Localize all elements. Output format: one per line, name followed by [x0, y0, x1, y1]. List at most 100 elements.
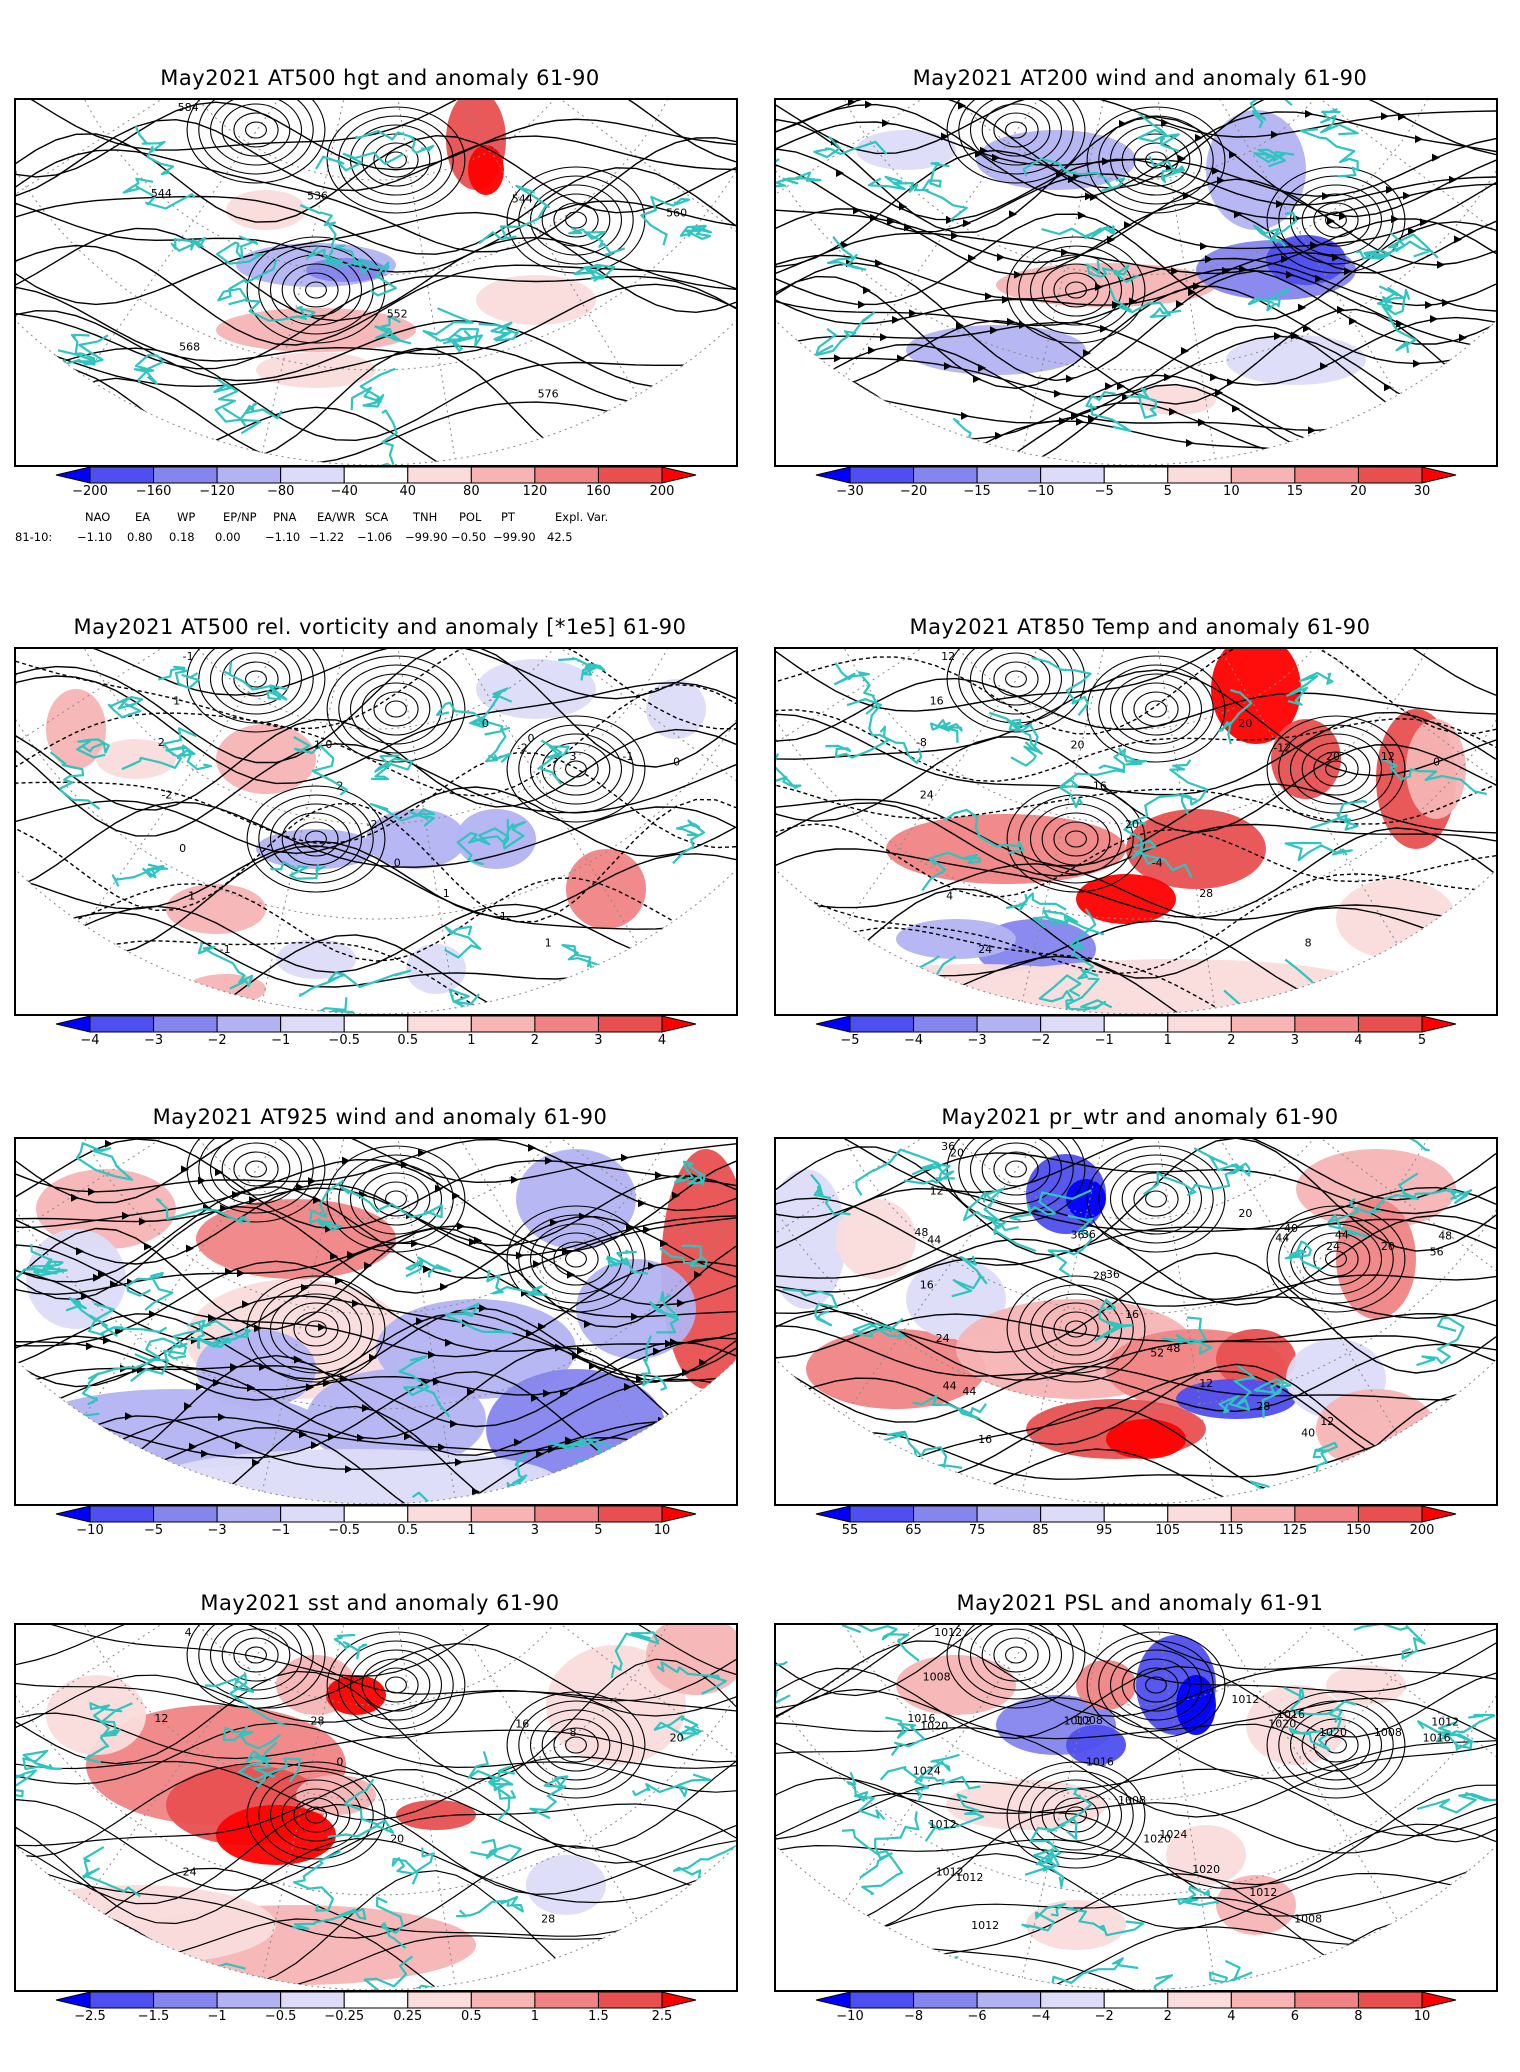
colorbar-tick-label: −2.5 [74, 2009, 106, 2024]
colorbar-segment [343, 1991, 409, 2009]
closed-contour [1109, 1649, 1203, 1721]
anomaly-shading [1106, 1419, 1186, 1459]
closed-contour [349, 124, 443, 196]
flow-arrowhead [1210, 373, 1218, 382]
colorbar-segment [1167, 1015, 1232, 1033]
map-canvas: 536 544 544 552 560 568 576 584 [16, 100, 736, 465]
meridian-line [16, 100, 377, 266]
closed-contour [245, 670, 267, 688]
flow-arrowhead [125, 1412, 133, 1421]
anomaly-shading [1211, 649, 1301, 744]
contour-label: 12 [941, 650, 955, 663]
flow-arrowhead [892, 315, 900, 324]
closed-contour [1086, 106, 1226, 214]
colorbar-segment [1230, 1991, 1296, 2009]
colorbar-min-arrow [815, 1505, 851, 1523]
flow-arrowhead [572, 1352, 580, 1360]
closed-contour [565, 760, 587, 778]
colorbar-tick-label: −10 [76, 1523, 104, 1538]
closed-contour [993, 1637, 1039, 1673]
contour-line [776, 1625, 1496, 1709]
panel-title: May2021 AT500 hgt and anomaly 61-90 [160, 66, 600, 90]
closed-contour [233, 112, 279, 148]
flow-arrowhead [1384, 383, 1392, 392]
streamline [16, 1244, 736, 1358]
closed-contour [326, 1145, 466, 1253]
flow-arrowhead [1337, 305, 1345, 314]
flow-arrowhead [1291, 331, 1299, 340]
colorbar-tick-label: −120 [199, 484, 235, 499]
colorbar-segment [913, 1015, 978, 1033]
flow-arrowhead [1078, 211, 1086, 220]
colorbar: −30 −20 −15 −10 −5 5 10 15 20 30 [815, 466, 1457, 507]
contour-label: 3 [570, 750, 577, 763]
contour-label: 24 [978, 943, 992, 956]
flow-arrowhead [582, 1500, 590, 1504]
closed-contour [305, 830, 327, 848]
closed-contour [198, 1625, 314, 1700]
colorbar-max-arrow [661, 1015, 697, 1033]
contour-label: 44 [943, 1380, 957, 1393]
closed-contour [258, 1770, 374, 1860]
closed-contour [981, 103, 1051, 157]
contour-label: 36 [1071, 1229, 1085, 1242]
closed-contour [269, 1293, 363, 1365]
colorbar-segment [849, 466, 915, 484]
contour-line [16, 309, 736, 388]
contour-label: 16 [1125, 1308, 1139, 1321]
contour-line [16, 343, 736, 405]
closed-contour [246, 785, 386, 893]
flow-arrowhead [1186, 439, 1194, 447]
closed-contour [198, 100, 314, 175]
colorbar-tick-label: 1 [467, 1033, 476, 1048]
contour-line [776, 863, 1496, 921]
closed-contour [969, 1625, 1063, 1691]
flow-arrowhead [416, 1317, 424, 1326]
flow-arrowhead [186, 1244, 194, 1253]
contour-label: 1012 [1249, 1886, 1277, 1899]
flow-arrowhead [968, 254, 976, 263]
flow-arrowhead [342, 1156, 350, 1165]
streamline [776, 420, 1496, 465]
contour-label: 1012 [929, 1818, 957, 1831]
panel-title: May2021 PSL and anomaly 61-91 [956, 1591, 1324, 1615]
streamline [776, 251, 1496, 325]
contour-label: 12 [1199, 1377, 1213, 1390]
closed-contour [385, 151, 407, 169]
contour-label: 48 [1438, 1230, 1452, 1243]
contour-label: 20 [1381, 1240, 1395, 1253]
flow-arrowhead [1234, 210, 1242, 219]
colorbar-segment [343, 1505, 409, 1523]
flow-arrowhead [1401, 412, 1409, 421]
flow-arrowhead [966, 446, 974, 455]
closed-contour [1041, 1302, 1111, 1356]
closed-contour [1266, 715, 1406, 823]
colorbar-segment [153, 466, 218, 484]
colorbar-tick-label: −15 [963, 484, 991, 499]
flow-arrowhead [1276, 200, 1284, 208]
flow-arrowhead [76, 1247, 84, 1256]
closed-contour [349, 673, 443, 745]
flow-arrowhead [189, 1442, 197, 1451]
closed-contour [1278, 1700, 1394, 1790]
contour-label: 8 [1305, 936, 1312, 949]
closed-contour [1098, 1154, 1214, 1244]
colorbar-tick-label: 80 [463, 484, 480, 499]
map-frame: 28 16 12 20 20 24 28 4 0 8 [14, 1623, 738, 1992]
flow-arrowhead [1415, 135, 1423, 144]
closed-contour [186, 1625, 326, 1709]
flow-arrowhead [467, 1388, 475, 1396]
anomaly-shading [256, 352, 376, 388]
flow-arrowhead [577, 1346, 585, 1355]
closed-contour [529, 733, 623, 805]
flow-arrowhead [511, 1175, 519, 1184]
streamline [776, 164, 1496, 233]
contour-label: 28 [1093, 1270, 1107, 1283]
closed-contour [1086, 1631, 1226, 1739]
flow-arrowhead [1083, 349, 1091, 358]
flow-arrowhead [904, 223, 912, 232]
closed-contour [373, 1667, 419, 1703]
colorbar-tick-label: −20 [899, 484, 928, 499]
flow-arrowhead [81, 1292, 89, 1301]
